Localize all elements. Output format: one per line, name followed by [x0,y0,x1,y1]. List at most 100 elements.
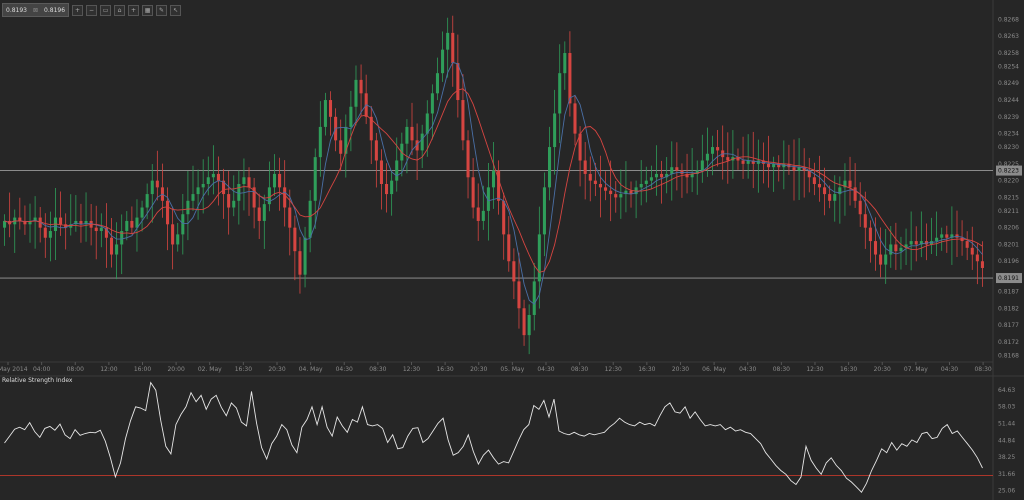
candle-body [512,261,516,282]
y-tick-label: 0.8206 [998,225,1019,232]
x-tick-label: 06. May [702,366,726,373]
candle-body [222,180,226,195]
cursor-icon[interactable]: ↖ [170,4,182,16]
candle-body [812,177,816,184]
candle-body [354,79,358,107]
candle-body [379,160,383,184]
candle-body [196,187,200,195]
y-tick-label: 0.8211 [998,208,1019,215]
candle-body [491,170,496,188]
candle-body [176,234,180,245]
candle-body [772,163,776,168]
y-tick-label: 0.8254 [998,63,1019,70]
candle-body [879,254,883,265]
candle-body [283,187,287,208]
candle-body [588,173,592,181]
candle-body [919,241,923,245]
candle-body [120,231,124,245]
rsi-y-tick-label: 44.84 [998,437,1015,444]
candle-body [298,251,302,275]
candle-body [441,49,445,74]
ask-price: 0.8196 [44,6,66,14]
x-tick-label: 12:30 [806,366,823,373]
candle-body [43,227,47,238]
candle-body [670,167,674,174]
rsi-y-tick-label: 64.63 [998,387,1015,394]
draw-icon[interactable]: ✎ [156,4,168,16]
zoom-out-icon[interactable]: − [86,4,98,16]
candle-body [497,170,501,201]
candle-body [899,247,903,252]
candle-body [135,217,139,228]
candle-body [64,224,68,228]
candle-body [644,180,648,184]
grid-icon[interactable]: ▦ [142,4,154,16]
x-tick-label: 16:30 [638,366,655,373]
candle-body [155,180,159,188]
x-tick-label: 04:00 [33,366,50,373]
fit-icon[interactable]: ▭ [100,4,112,16]
candle-body [517,281,521,309]
candle-body [751,160,755,164]
candle-body [247,177,251,188]
x-tick-label: 20:30 [672,366,689,373]
candle-body [700,160,704,171]
candle-body [410,126,414,141]
candle-body [792,167,796,171]
candle-body [629,190,633,195]
x-tick-label: 08:30 [974,366,991,373]
candle-body [848,180,852,188]
candle-body [252,187,256,208]
candle-body [817,184,821,188]
candle-body [425,113,429,134]
candle-body [323,100,327,127]
candle-body [59,217,63,225]
rsi-y-tick-label: 25.06 [998,488,1015,495]
zoom-in-icon[interactable]: + [72,4,84,16]
y-tick-label: 0.8230 [998,144,1019,151]
x-tick-label: 12:30 [605,366,622,373]
y-tick-label: 0.8234 [998,131,1019,138]
y-tick-label: 0.8239 [998,114,1019,121]
candle-body [568,53,572,104]
candle-body [430,93,434,114]
candle-body [649,177,653,181]
level-label-box [996,273,1022,284]
candle-body [395,160,399,181]
x-tick-label: 16:00 [134,366,151,373]
x-tick-label: 04:30 [739,366,756,373]
x-tick-label: 08:00 [67,366,84,373]
candle-body [777,163,781,168]
x-tick-label: 20:00 [167,366,184,373]
crosshair-icon[interactable]: + [128,4,140,16]
candle-body [318,126,322,158]
candle-body [471,177,475,208]
candle-body [227,194,231,208]
rsi-line [4,381,983,493]
candle-body [293,227,297,252]
separator-icon: ⊠ [33,6,39,14]
candle-body [257,207,261,221]
candle-body [69,224,73,228]
candle-body [542,187,546,235]
candle-body [216,173,220,181]
candle-body [726,157,730,161]
candle-body [267,187,271,205]
candle-body [527,314,531,336]
x-tick-label: 20:30 [874,366,891,373]
candle-body [435,73,440,94]
y-tick-label: 0.8263 [998,33,1019,40]
candle-body [262,204,266,221]
x-tick-label: 20:30 [268,366,285,373]
candle-body [181,214,185,235]
y-tick-label: 0.8187 [998,288,1019,295]
home-icon[interactable]: ⌂ [114,4,126,16]
x-tick-label: 08:30 [773,366,790,373]
rsi-y-tick-label: 58.03 [998,404,1015,411]
candle-body [624,190,628,195]
candle-body [451,32,455,64]
candle-body [390,180,394,195]
candle-body [935,237,939,242]
candle-body [145,194,149,208]
candle-body [186,200,190,215]
